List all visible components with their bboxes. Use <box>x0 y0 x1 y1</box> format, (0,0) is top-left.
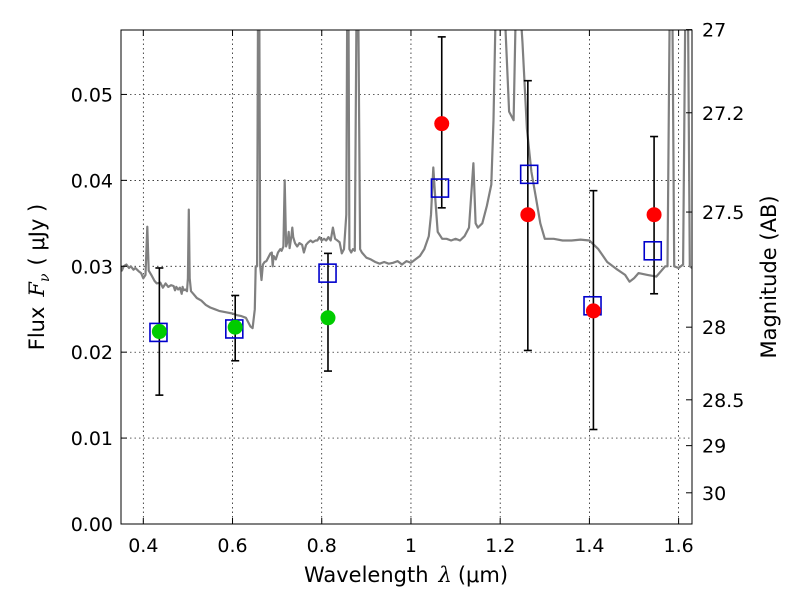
y2-tick-label: 30 <box>702 483 726 505</box>
observed-point <box>585 303 601 319</box>
detection-point <box>227 319 243 335</box>
detection-point <box>151 324 167 340</box>
x-axis-title: Wavelength λ (μm) <box>304 563 508 587</box>
y-tick-label: 0.02 <box>71 342 113 364</box>
plot-area <box>121 30 692 524</box>
detection-point <box>320 310 336 326</box>
y2-tick-label: 29 <box>702 436 726 458</box>
y2-tick-label: 27 <box>702 20 726 42</box>
model-photometry-square <box>643 240 663 261</box>
plot-frame <box>120 29 693 525</box>
x-tick-label: 0.8 <box>307 535 337 557</box>
model-photometry-square <box>149 322 168 343</box>
y-tick-label: 0.03 <box>71 256 113 278</box>
x-tick-label: 0.4 <box>128 535 158 557</box>
model-spectrum-layer <box>121 30 692 330</box>
y-axis-title: FluxFν( μJy ) <box>25 204 53 350</box>
y-tick-label: 0.04 <box>71 170 113 192</box>
x-tick-label: 1 <box>405 535 417 557</box>
y-axis: 0.00 0.01 0.02 0.03 0.04 0.05 <box>71 84 127 536</box>
model-spectrum-line <box>121 30 692 330</box>
y2-tick-label: 28 <box>702 317 726 339</box>
y2-tick-label: 27.2 <box>702 103 744 125</box>
x-tick-label: 1.2 <box>485 535 515 557</box>
y2-axis-magnitude: 27 27.2 27.5 28 28.5 29 30 <box>686 20 744 505</box>
model-photometry-square <box>318 263 337 283</box>
y-tick-label: 0.00 <box>71 514 113 536</box>
y-tick-label: 0.01 <box>71 428 113 450</box>
y2-tick-label: 28.5 <box>702 390 744 412</box>
model-photometry-square <box>430 178 450 198</box>
observed-point <box>646 207 662 223</box>
observed-point <box>520 207 536 223</box>
y2-axis-title: Magnitude (AB) <box>757 195 781 358</box>
x-tick-label: 0.6 <box>217 535 247 557</box>
x-tick-label: 1.6 <box>664 535 694 557</box>
grid <box>121 30 692 524</box>
x-tick-label: 1.4 <box>574 535 604 557</box>
marker-layer <box>149 116 663 343</box>
x-axis: 0.4 0.6 0.8 1 1.2 1.4 1.6 <box>128 30 694 557</box>
y2-tick-label: 27.5 <box>702 202 744 224</box>
y-tick-label: 0.05 <box>71 84 113 106</box>
model-photometry-square <box>519 164 539 185</box>
observed-point <box>434 116 450 132</box>
